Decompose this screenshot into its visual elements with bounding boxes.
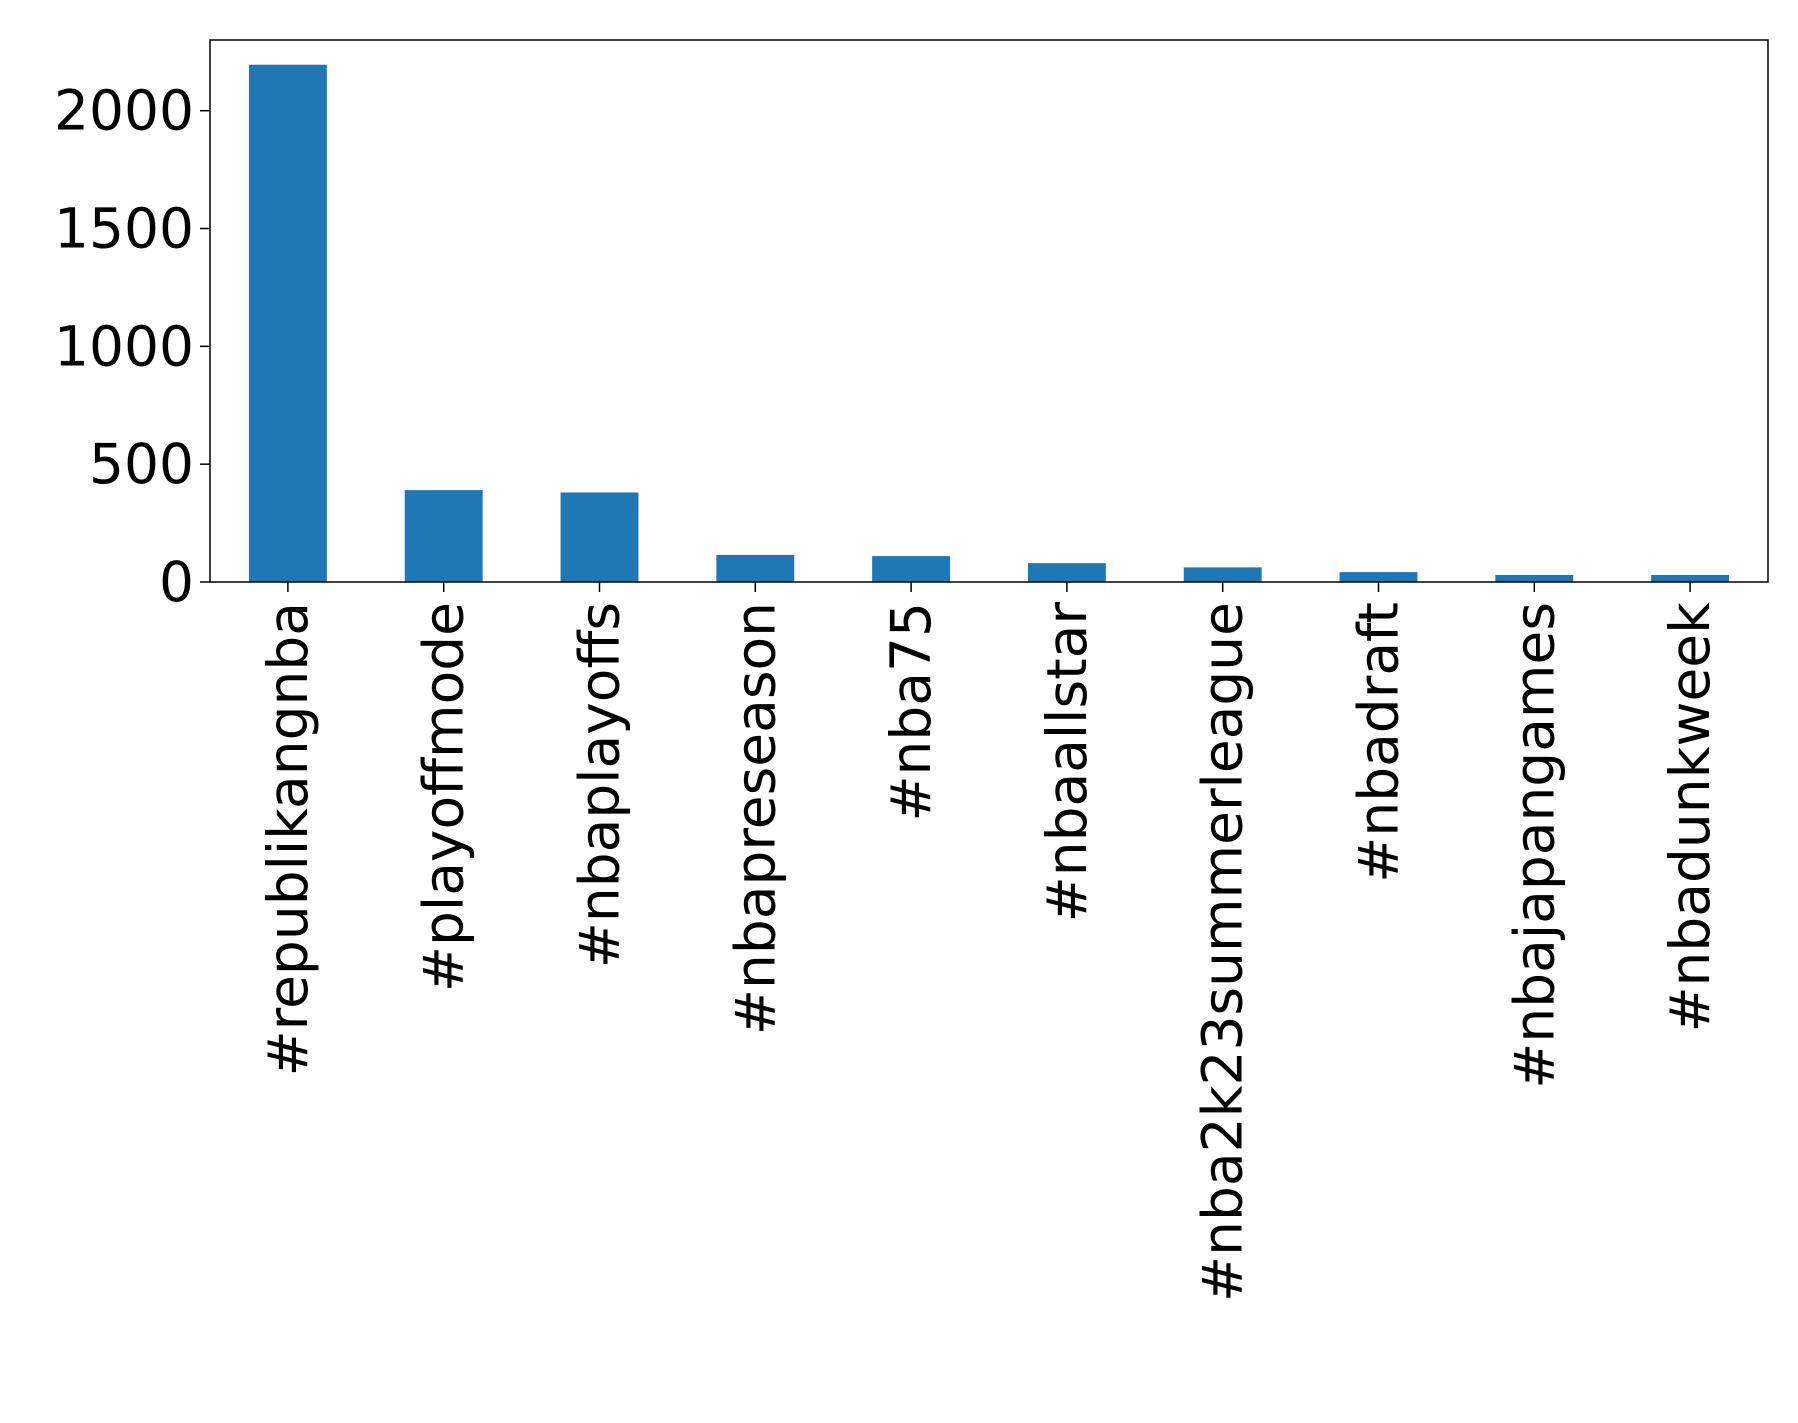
plot-frame bbox=[209, 39, 1769, 583]
x-tick-label: #nbaallstar bbox=[1035, 602, 1099, 923]
bar-nbapreseason bbox=[716, 554, 795, 582]
y-tick-label: 1500 bbox=[54, 197, 194, 261]
x-tick-label: #nbadraft bbox=[1347, 602, 1411, 883]
bar-nbajapangames bbox=[1495, 574, 1574, 582]
y-tick-label: 500 bbox=[89, 432, 194, 496]
bar-republikangnba bbox=[248, 64, 327, 583]
x-tick-label: #nba75 bbox=[879, 602, 943, 822]
bar-nbadunkweek bbox=[1651, 574, 1730, 582]
x-tick-label: #nbajapangames bbox=[1502, 602, 1566, 1089]
bar-nbaallstar bbox=[1027, 563, 1106, 582]
x-tick-label: #nbapreseason bbox=[723, 602, 787, 1035]
bar-nba75 bbox=[872, 556, 951, 582]
x-tick-label: #nbadunkweek bbox=[1658, 602, 1722, 1033]
x-axis: #republikangnba #playoffmode #nbaplayoffs #… bbox=[256, 582, 1722, 1302]
x-tick-label: #nba2k23summerleague bbox=[1191, 602, 1255, 1302]
y-tick-label: 0 bbox=[159, 550, 194, 614]
y-axis: 0 500 1000 1500 2000 bbox=[54, 79, 210, 614]
bar-playoffmode bbox=[404, 490, 483, 582]
bar-nbaplayoffs bbox=[560, 492, 639, 582]
x-tick-label: #playoffmode bbox=[412, 602, 476, 992]
y-tick-label: 1000 bbox=[54, 314, 194, 378]
x-tick-label: #nbaplayoffs bbox=[568, 602, 632, 968]
bar-nbadraft bbox=[1339, 572, 1418, 582]
bar-nba2k23summerleague bbox=[1183, 567, 1262, 582]
bars-group bbox=[248, 64, 1730, 583]
y-tick-label: 2000 bbox=[54, 79, 194, 143]
x-tick-label: #republikangnba bbox=[256, 602, 320, 1076]
